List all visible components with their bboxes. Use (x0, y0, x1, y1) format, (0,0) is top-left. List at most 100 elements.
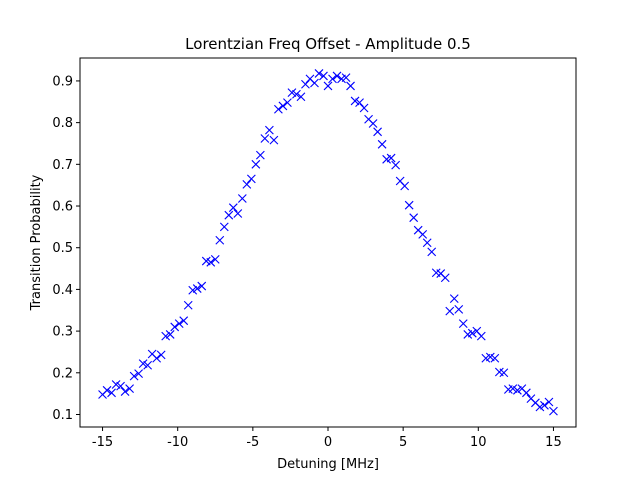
y-tick-label: 0.7 (52, 158, 73, 173)
chart-title: Lorentzian Freq Offset - Amplitude 0.5 (185, 35, 471, 53)
data-point (458, 319, 468, 328)
data-point (120, 387, 130, 396)
data-point (242, 179, 252, 189)
data-point (183, 300, 193, 310)
data-point (260, 134, 270, 143)
data-point (296, 92, 306, 102)
data-point (228, 203, 238, 213)
y-tick-label: 0.2 (52, 366, 73, 381)
data-point (138, 359, 148, 369)
data-point (409, 213, 419, 223)
data-point (377, 139, 387, 149)
data-point (215, 235, 225, 245)
y-axis-label: Transition Probability (29, 174, 44, 311)
data-point (219, 222, 229, 232)
y-axis: 0.1 0.2 0.3 0.4 0.5 0.6 0.7 0.8 0.9 (52, 74, 80, 423)
data-point (102, 385, 112, 395)
data-point (125, 384, 134, 394)
data-point (391, 160, 401, 170)
data-point (418, 229, 428, 239)
data-point (274, 104, 283, 114)
data-point (422, 238, 432, 248)
y-tick-label: 0.1 (52, 408, 73, 423)
data-points (98, 69, 558, 416)
data-point (210, 254, 220, 264)
data-point (404, 200, 414, 210)
data-point (278, 101, 288, 111)
data-point (264, 125, 274, 135)
data-point (522, 388, 531, 398)
data-point (251, 159, 261, 169)
data-point (188, 285, 198, 295)
x-tick-label: 10 (470, 435, 487, 450)
data-point (467, 328, 477, 338)
data-point (400, 181, 410, 191)
data-point (129, 371, 139, 381)
x-tick-label: 0 (324, 435, 332, 450)
x-tick-label: -10 (167, 435, 188, 450)
data-point (332, 71, 342, 81)
data-point (170, 322, 180, 332)
x-tick-label: -15 (92, 435, 113, 450)
data-point (143, 360, 153, 370)
data-point (319, 71, 328, 81)
data-point (449, 294, 459, 303)
data-point (174, 319, 184, 328)
data-point (440, 273, 450, 283)
data-point (476, 331, 486, 341)
data-point (287, 88, 297, 97)
y-tick-label: 0.8 (52, 116, 73, 131)
data-point (314, 69, 324, 78)
x-axis: -15 -10 -5 0 5 10 15 (92, 427, 562, 450)
x-tick-label: 15 (545, 435, 562, 450)
x-tick-label: -5 (246, 435, 259, 450)
x-tick-label: 5 (399, 435, 407, 450)
data-point (246, 174, 256, 184)
data-point (341, 73, 351, 82)
data-point (301, 79, 310, 89)
data-point (111, 380, 121, 389)
data-point (156, 350, 166, 360)
data-point (427, 247, 437, 257)
data-point (386, 153, 396, 163)
data-point (368, 119, 378, 128)
y-tick-label: 0.4 (52, 283, 73, 298)
data-point (179, 316, 189, 326)
data-point (454, 305, 464, 314)
data-point (328, 74, 337, 84)
data-point (445, 306, 455, 316)
data-point (269, 135, 279, 145)
data-point (192, 284, 202, 293)
data-point (237, 194, 247, 203)
y-tick-label: 0.5 (52, 241, 73, 256)
data-point (292, 89, 301, 99)
data-point (544, 397, 554, 407)
data-point (373, 127, 382, 137)
data-point (355, 98, 364, 108)
data-point (549, 406, 558, 416)
x-axis-label: Detuning [MHz] (277, 457, 379, 472)
y-tick-label: 0.6 (52, 200, 73, 215)
data-point (508, 384, 518, 394)
data-point (346, 81, 355, 91)
data-point (359, 103, 369, 113)
data-point (152, 353, 162, 363)
data-point (107, 388, 116, 398)
data-point (233, 209, 243, 218)
data-point (499, 368, 509, 378)
data-point (134, 369, 144, 379)
data-point (512, 385, 522, 395)
data-point (490, 353, 500, 363)
data-point (255, 150, 265, 160)
data-point (165, 330, 175, 339)
y-tick-label: 0.3 (52, 325, 73, 340)
data-point (350, 96, 360, 106)
data-point (224, 210, 234, 220)
data-point (116, 381, 125, 391)
data-point (310, 78, 319, 88)
data-point (206, 257, 216, 267)
data-point (161, 331, 171, 341)
data-point (283, 98, 292, 108)
data-point (323, 81, 333, 91)
